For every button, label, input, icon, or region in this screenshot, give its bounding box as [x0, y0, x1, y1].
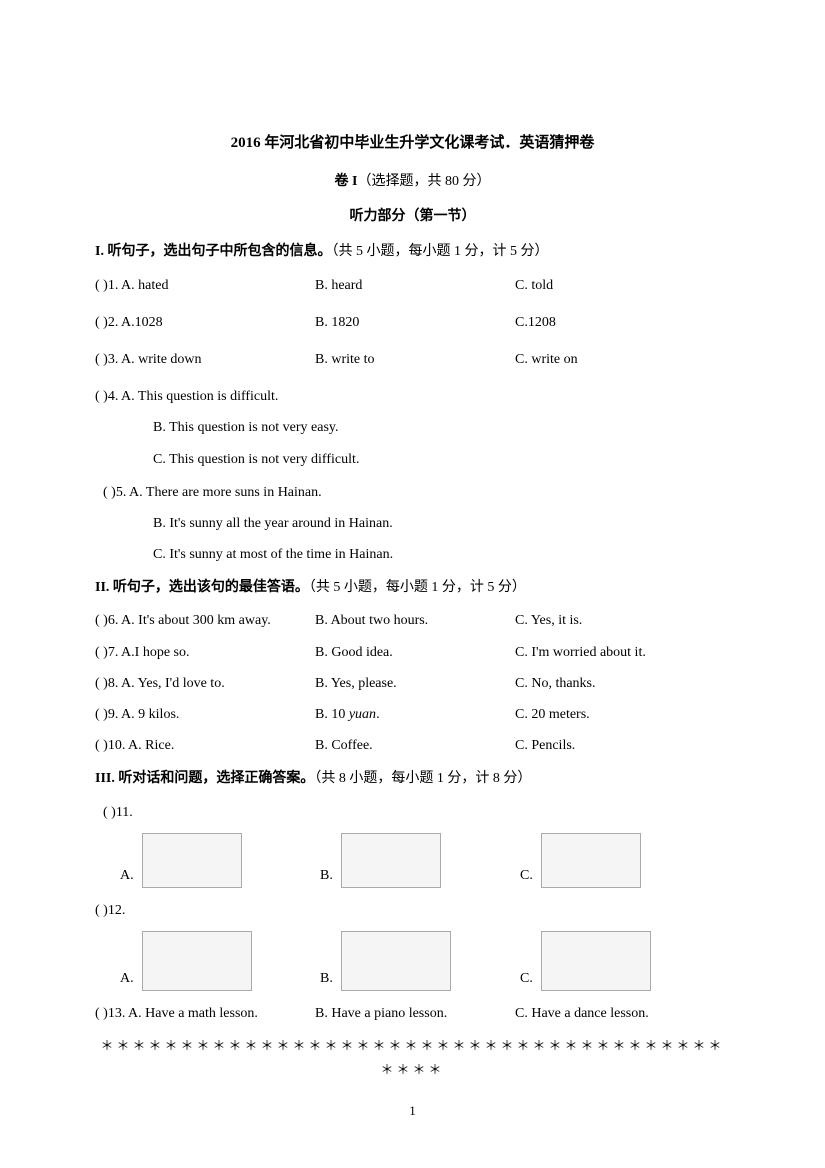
question-4: ( )4. A. This question is difficult. B. … — [95, 384, 730, 472]
pizza-image — [142, 833, 242, 888]
q8-b: B. Yes, please. — [315, 671, 515, 696]
question-7: ( )7. A.I hope so. B. Good idea. C. I'm … — [95, 640, 730, 665]
q6-a: ( )6. A. It's about 300 km away. — [95, 608, 315, 633]
listening-section-title: 听力部分（第一节） — [95, 204, 730, 229]
q10-b: B. Coffee. — [315, 733, 515, 758]
q2-b: B. 1820 — [315, 310, 515, 335]
question-12-num: ( )12. — [95, 898, 730, 923]
question-10: ( )10. A. Rice. B. Coffee. C. Pencils. — [95, 733, 730, 758]
subtitle-rest: （选择题，共 80 分） — [357, 174, 490, 189]
question-6: ( )6. A. It's about 300 km away. B. Abou… — [95, 608, 730, 633]
part-1-instruction: 听句子，选出句子中所包含的信息。 — [107, 244, 331, 259]
q11-label-b: B. — [320, 863, 333, 888]
question-11-images: A. B. C. — [95, 833, 730, 888]
star-divider: ＊＊＊＊＊＊＊＊＊＊＊＊＊＊＊＊＊＊＊＊＊＊＊＊＊＊＊＊＊＊＊＊＊＊＊＊＊＊＊＊… — [95, 1034, 730, 1081]
train-image — [541, 931, 651, 991]
q11-label-c: C. — [520, 863, 533, 888]
q11-label-a: A. — [120, 863, 134, 888]
dumplings-image — [341, 833, 441, 888]
question-3: ( )3. A. write down B. write to C. write… — [95, 347, 730, 372]
q12-label-c: C. — [520, 966, 533, 991]
question-5: ( )5. A. There are more suns in Hainan. … — [95, 480, 730, 568]
question-1: ( )1. A. hated B. heard C. told — [95, 273, 730, 298]
question-8: ( )8. A. Yes, I'd love to. B. Yes, pleas… — [95, 671, 730, 696]
q4-c: C. This question is not very difficult. — [95, 447, 730, 472]
part-3-tail: （共 8 小题，每小题 1 分，计 8 分） — [314, 771, 531, 786]
q5-c: C. It's sunny at most of the time in Hai… — [95, 542, 730, 567]
q9-b: B. 10 yuan. — [315, 702, 515, 727]
subtitle-bold: 卷 I — [335, 174, 358, 189]
q3-b: B. write to — [315, 347, 515, 372]
part-2-roman: II. — [95, 580, 109, 595]
q4-b: B. This question is not very easy. — [95, 415, 730, 440]
q7-b: B. Good idea. — [315, 640, 515, 665]
q1-a: ( )1. A. hated — [95, 273, 315, 298]
question-11-num: ( )11. — [95, 800, 730, 825]
part-1-roman: I. — [95, 244, 104, 259]
question-2: ( )2. A.1028 B. 1820 C.1208 — [95, 310, 730, 335]
q6-c: C. Yes, it is. — [515, 608, 730, 633]
q12-label-a: A. — [120, 966, 134, 991]
q12-opt-a: A. — [120, 931, 320, 991]
q13-b: B. Have a piano lesson. — [315, 1001, 515, 1026]
q1-c: C. told — [515, 273, 730, 298]
q12-opt-c: C. — [520, 931, 720, 991]
q2-c: C.1208 — [515, 310, 730, 335]
bus-image — [142, 931, 252, 991]
q12-label-b: B. — [320, 966, 333, 991]
q10-a: ( )10. A. Rice. — [95, 733, 315, 758]
q4-a: ( )4. A. This question is difficult. — [95, 384, 730, 409]
q10-c: C. Pencils. — [515, 733, 730, 758]
exam-title: 2016 年河北省初中毕业生升学文化课考试．英语猜押卷 — [95, 130, 730, 157]
q3-c: C. write on — [515, 347, 730, 372]
exam-subtitle: 卷 I（选择题，共 80 分） — [95, 169, 730, 194]
part-2-instruction: 听句子，选出该句的最佳答语。 — [113, 580, 309, 595]
q7-a: ( )7. A.I hope so. — [95, 640, 315, 665]
q5-b: B. It's sunny all the year around in Hai… — [95, 511, 730, 536]
q5-a: ( )5. A. There are more suns in Hainan. — [95, 480, 730, 505]
page-number: 1 — [95, 1099, 730, 1122]
part-2-tail: （共 5 小题，每小题 1 分，计 5 分） — [309, 580, 526, 595]
q2-a: ( )2. A.1028 — [95, 310, 315, 335]
q1-b: B. heard — [315, 273, 515, 298]
q13-a: ( )13. A. Have a math lesson. — [95, 1001, 315, 1026]
q3-a: ( )3. A. write down — [95, 347, 315, 372]
part-3-header: III. 听对话和问题，选择正确答案。（共 8 小题，每小题 1 分，计 8 分… — [95, 766, 730, 791]
part-3-instruction: 听对话和问题，选择正确答案。 — [118, 771, 314, 786]
question-13: ( )13. A. Have a math lesson. B. Have a … — [95, 1001, 730, 1026]
q8-a: ( )8. A. Yes, I'd love to. — [95, 671, 315, 696]
part-1-header: I. 听句子，选出句子中所包含的信息。（共 5 小题，每小题 1 分，计 5 分… — [95, 239, 730, 264]
q11-opt-c: C. — [520, 833, 720, 888]
part-2-header: II. 听句子，选出该句的最佳答语。（共 5 小题，每小题 1 分，计 5 分） — [95, 575, 730, 600]
q6-b: B. About two hours. — [315, 608, 515, 633]
question-9: ( )9. A. 9 kilos. B. 10 yuan. C. 20 mete… — [95, 702, 730, 727]
q8-c: C. No, thanks. — [515, 671, 730, 696]
part-3-roman: III. — [95, 771, 115, 786]
q11-opt-a: A. — [120, 833, 320, 888]
q9-c: C. 20 meters. — [515, 702, 730, 727]
question-12-images: A. B. C. — [95, 931, 730, 991]
q13-c: C. Have a dance lesson. — [515, 1001, 730, 1026]
hamburger-image — [541, 833, 641, 888]
bullet-train-image — [341, 931, 451, 991]
q12-opt-b: B. — [320, 931, 520, 991]
q9-a: ( )9. A. 9 kilos. — [95, 702, 315, 727]
part-1-tail: （共 5 小题，每小题 1 分，计 5 分） — [331, 244, 548, 259]
q7-c: C. I'm worried about it. — [515, 640, 730, 665]
q11-opt-b: B. — [320, 833, 520, 888]
